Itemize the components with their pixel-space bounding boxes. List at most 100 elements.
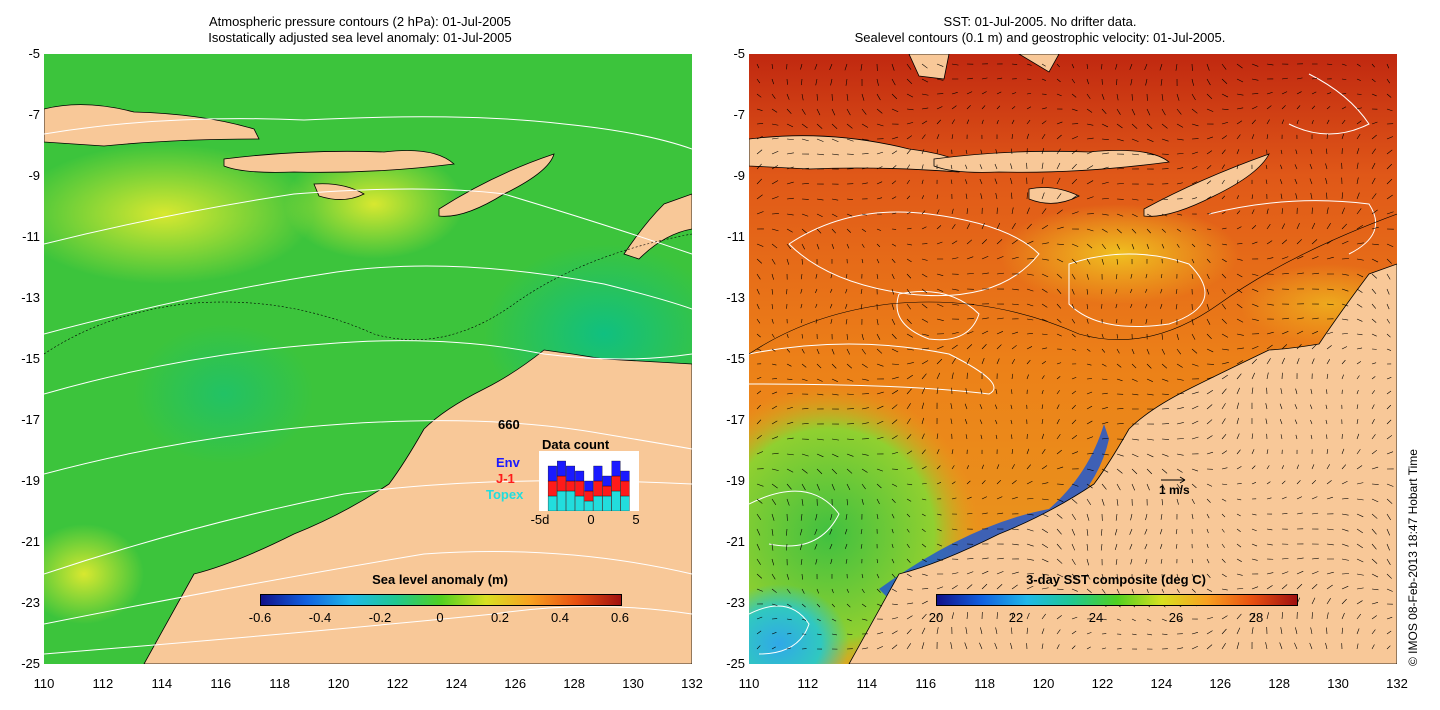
velocity-vector: [1371, 226, 1379, 230]
velocity-vector: [1281, 317, 1289, 320]
velocity-vector: [891, 212, 897, 215]
velocity-vector: [1026, 627, 1028, 635]
velocity-vector: [756, 528, 761, 536]
sealevel-contour: [896, 291, 980, 341]
velocity-vector: [1371, 404, 1375, 410]
geostrophic-velocity-vectors: [756, 63, 1394, 650]
velocity-vector: [1056, 226, 1064, 230]
velocity-vector: [921, 78, 929, 83]
velocity-vector: [1131, 588, 1134, 594]
data-count-bar-topex: [620, 495, 630, 511]
velocity-vector: [1131, 468, 1138, 475]
velocity-vector: [1221, 628, 1227, 635]
velocity-vector: [1161, 453, 1169, 457]
left-x-tick: 116: [210, 676, 232, 691]
velocity-vector: [921, 627, 926, 635]
velocity-vector: [1161, 483, 1166, 490]
velocity-vector: [1131, 93, 1133, 101]
velocity-vector: [951, 449, 954, 455]
velocity-vector: [1130, 513, 1133, 521]
velocity-vector: [1116, 333, 1118, 339]
velocity-vector: [1356, 482, 1364, 485]
data-count-bar-j1: [620, 480, 630, 497]
velocity-vector: [1251, 303, 1259, 307]
velocity-vector: [1296, 358, 1300, 365]
data-count-xtick: -5d: [530, 512, 550, 527]
velocity-vector: [1056, 449, 1062, 455]
velocity-vector: [1145, 513, 1148, 521]
velocity-vector: [1266, 481, 1271, 485]
velocity-vector: [1176, 153, 1184, 155]
velocity-vector: [1206, 180, 1212, 185]
velocity-vector: [966, 513, 973, 515]
velocity-vector: [1056, 243, 1064, 246]
velocity-vector: [1295, 193, 1298, 200]
left-title: Atmospheric pressure contours (2 hPa): 0…: [180, 14, 540, 46]
left-title-line1: Atmospheric pressure contours (2 hPa): 0…: [208, 14, 512, 29]
velocity-vector: [921, 258, 928, 261]
velocity-vector: [1101, 407, 1108, 410]
velocity-vector: [951, 224, 956, 230]
velocity-vector: [1146, 393, 1154, 396]
velocity-vector: [1251, 558, 1258, 561]
velocity-vector: [1116, 483, 1121, 491]
velocity-vector: [995, 192, 998, 200]
data-count-bar-topex: [593, 495, 603, 511]
velocity-vector: [1341, 273, 1349, 276]
velocity-vector: [1371, 483, 1379, 485]
velocity-vector: [1386, 194, 1393, 200]
velocity-vector: [1086, 348, 1091, 352]
velocity-vector: [876, 436, 884, 440]
velocity-vector: [891, 258, 896, 263]
velocity-vector: [1086, 543, 1089, 551]
velocity-vector: [936, 433, 939, 440]
velocity-vector: [801, 243, 805, 250]
velocity-vector: [1086, 453, 1094, 455]
velocity-vector: [1011, 627, 1013, 635]
velocity-vector: [921, 226, 927, 230]
velocity-vector: [786, 453, 794, 456]
velocity-vector: [1131, 438, 1139, 441]
velocity-vector: [951, 481, 956, 485]
velocity-vector: [1309, 404, 1313, 410]
velocity-vector: [1251, 273, 1259, 276]
velocity-vector: [1281, 344, 1288, 350]
velocity-vector: [1176, 453, 1184, 456]
velocity-vector: [1341, 464, 1347, 470]
velocity-vector: [1371, 362, 1377, 365]
velocity-vector: [906, 78, 913, 85]
velocity-vector: [786, 213, 794, 216]
velocity-vector: [979, 178, 983, 185]
velocity-vector: [786, 93, 790, 100]
velocity-vector: [1386, 645, 1391, 650]
velocity-vector: [1056, 209, 1063, 215]
velocity-vector: [1041, 303, 1048, 308]
data-count-j1-label: J-1: [496, 471, 515, 486]
velocity-vector: [876, 588, 881, 593]
velocity-vector: [1266, 612, 1269, 620]
velocity-vector: [1176, 258, 1179, 264]
velocity-vector: [756, 645, 761, 650]
velocity-vector: [1386, 404, 1392, 410]
velocity-vector: [1386, 616, 1393, 620]
velocity-vector: [951, 257, 959, 260]
velocity-vector: [1160, 78, 1163, 86]
velocity-vector: [1144, 303, 1148, 309]
velocity-vector: [830, 558, 833, 565]
velocity-vector: [966, 256, 974, 260]
left-colorbar-tick: -0.6: [248, 610, 272, 625]
velocity-vector: [786, 138, 794, 140]
velocity-vector: [1161, 498, 1163, 506]
velocity-vector: [921, 360, 929, 365]
velocity-vector: [1115, 273, 1118, 280]
velocity-vector: [1011, 543, 1019, 546]
velocity-vector: [756, 588, 763, 592]
velocity-vector: [1371, 134, 1377, 140]
velocity-vector: [1251, 627, 1254, 635]
velocity-vector: [1356, 543, 1363, 549]
velocity-vector: [1281, 77, 1288, 80]
velocity-vector: [1071, 288, 1075, 295]
velocity-vector: [756, 376, 762, 380]
velocity-vector: [1071, 498, 1078, 504]
velocity-vector: [1356, 600, 1363, 605]
